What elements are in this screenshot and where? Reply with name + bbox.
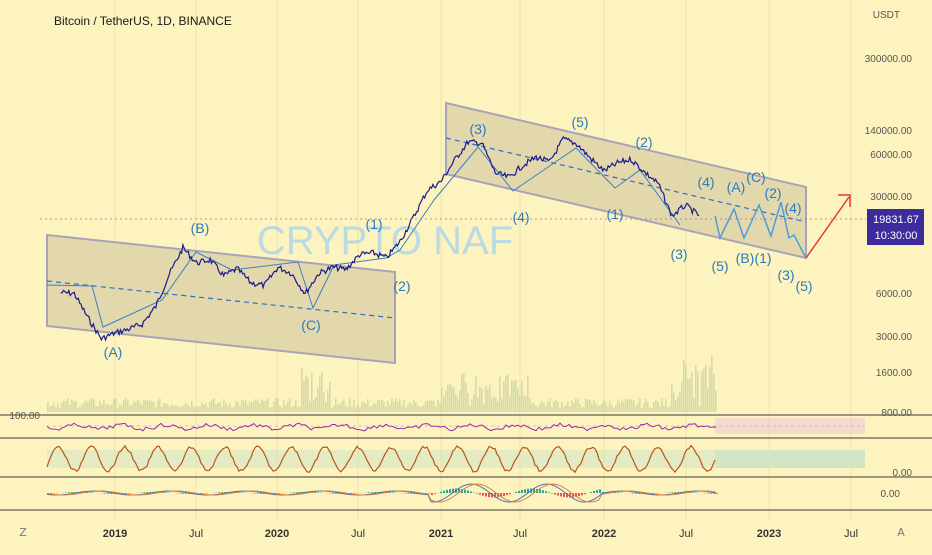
watermark: CRYPTO NAF bbox=[257, 219, 513, 263]
stoch-tick: 0.00 bbox=[893, 468, 913, 479]
wave-label: (1) bbox=[606, 206, 623, 222]
last-price-badge: 19831.67 10:30:00 bbox=[867, 209, 924, 245]
wave-label: (3) bbox=[469, 121, 486, 137]
time-label: 2021 bbox=[429, 528, 453, 540]
macd-tick: 0.00 bbox=[881, 489, 901, 500]
time-label: 2019 bbox=[103, 528, 127, 540]
wave-label: (3) bbox=[670, 246, 687, 262]
wave-label: (1) bbox=[365, 216, 382, 232]
chart-title: Bitcoin / TetherUS, 1D, BINANCE bbox=[54, 14, 232, 28]
price-tick: 60000.00 bbox=[870, 150, 912, 161]
price-tick: 6000.00 bbox=[876, 289, 913, 300]
wave-label: (2) bbox=[393, 278, 410, 294]
time-label: Jul bbox=[189, 528, 203, 540]
wave-label: (5) bbox=[571, 114, 588, 130]
price-tick: 800.00 bbox=[881, 408, 912, 419]
zoom-button[interactable]: Z bbox=[15, 525, 31, 541]
auto-scale-button[interactable]: A bbox=[893, 525, 909, 541]
wave-label: (5) bbox=[711, 258, 728, 274]
wave-label: (4) bbox=[512, 209, 529, 225]
time-label: 2020 bbox=[265, 528, 289, 540]
price-tick: 3000.00 bbox=[876, 332, 913, 343]
wave-label: (A) bbox=[727, 179, 746, 195]
wave-label: (B) bbox=[736, 250, 755, 266]
wave-label: (B) bbox=[191, 220, 210, 236]
time-label: 2023 bbox=[757, 528, 781, 540]
time-label: Jul bbox=[513, 528, 527, 540]
rsi-tick: 100.00 bbox=[9, 411, 40, 422]
wave-label: (C) bbox=[301, 317, 320, 333]
last-price-countdown: 10:30:00 bbox=[875, 230, 918, 242]
wave-label: (3) bbox=[777, 267, 794, 283]
wave-label: (4) bbox=[697, 174, 714, 190]
wave-label: (1) bbox=[754, 250, 771, 266]
price-tick: 300000.00 bbox=[865, 54, 913, 65]
last-price-value: 19831.67 bbox=[873, 214, 919, 226]
time-label: Jul bbox=[844, 528, 858, 540]
price-tick: 30000.00 bbox=[870, 192, 912, 203]
time-label: 2022 bbox=[592, 528, 616, 540]
time-label: Jul bbox=[679, 528, 693, 540]
wave-label: (4) bbox=[784, 200, 801, 216]
price-tick: 1600.00 bbox=[876, 368, 913, 379]
wave-label: (A) bbox=[104, 344, 123, 360]
time-label: Jul bbox=[351, 528, 365, 540]
wave-label: (C) bbox=[746, 169, 765, 185]
price-tick: 140000.00 bbox=[865, 126, 913, 137]
wave-label: (2) bbox=[635, 134, 652, 150]
price-axis-unit: USDT bbox=[873, 10, 900, 21]
wave-label: (2) bbox=[764, 185, 781, 201]
wave-label: (5) bbox=[795, 278, 812, 294]
